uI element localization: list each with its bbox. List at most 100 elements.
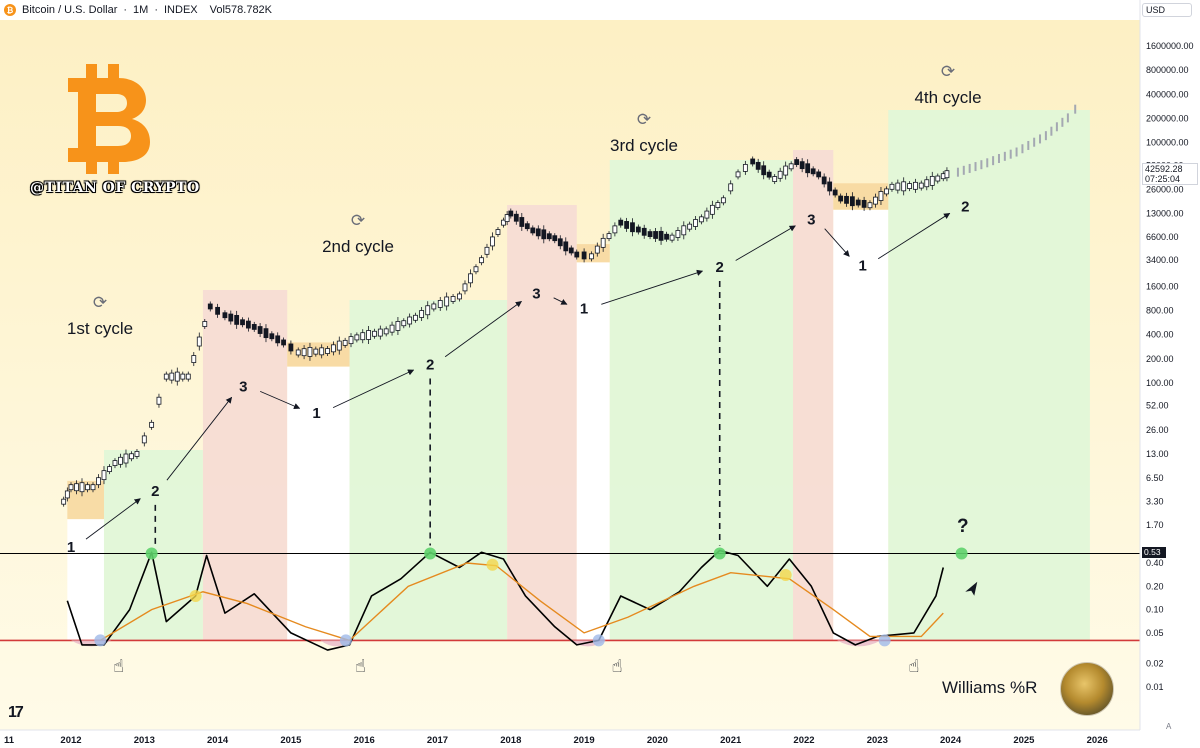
phase-label: 3 [532,286,540,303]
time-tick-label: 2015 [280,735,302,746]
price-tick-label: 26.00 [1146,425,1169,435]
candle [687,223,693,230]
separator: · [123,4,128,16]
time-tick-label: 2018 [500,735,521,746]
candle [240,319,245,326]
time-tick-label: 2016 [354,735,375,746]
candle [331,344,336,353]
candle [861,199,867,208]
candle [681,225,687,236]
indicator-tick-label: 0.40 [1146,558,1164,568]
candle [624,221,630,229]
volume-label: Vol578.782K [209,4,273,16]
candle [832,189,838,196]
time-tick-label: 2017 [427,735,448,746]
candle [653,231,658,239]
candle [589,253,594,260]
candle [761,165,767,176]
price-tick-label: 1600000.00 [1146,41,1194,51]
candle [473,266,479,273]
candle [163,373,169,380]
candle [149,421,155,428]
candle [207,303,213,310]
candle [867,202,873,209]
candle [612,225,618,234]
currency-selector[interactable]: USD [1142,3,1192,17]
time-tick-label: 2023 [867,735,888,746]
candle [64,490,70,499]
time-tick-label: 2012 [60,735,81,746]
auto-scale-button[interactable]: A [1166,722,1172,731]
candle [468,273,473,284]
indicator-label: Williams %R [942,678,1038,697]
candle [844,195,849,204]
interval-label[interactable]: 1M [133,4,149,16]
candle [600,237,606,248]
time-tick-label: 2022 [793,735,814,746]
candle [664,233,669,240]
cycle-3-text: 3rd cycle [609,136,679,155]
time-tick-label: 2021 [720,735,742,746]
candle [618,219,624,226]
candle [234,314,240,325]
question-mark: ? [957,516,969,537]
projection-candle [1003,151,1006,161]
phase-band [202,290,288,640]
projection-candle [1066,113,1069,123]
candle [107,466,112,473]
candle [401,320,407,327]
bar-countdown: 07:25:04 [1145,174,1181,184]
watermark-handle: @TITAN OF CRYPTO [30,180,200,196]
price-tick-label: 13.00 [1146,449,1169,459]
price-tick-label: 6600.00 [1146,232,1179,242]
cross-marker [779,568,792,581]
candle [257,326,263,334]
phase-label: 3 [807,211,815,228]
candle [295,349,301,356]
hand-pointer-icon: ☝ [612,656,623,677]
phase-label: 2 [426,356,434,373]
candle [519,217,525,227]
price-tick-label: 800.00 [1146,306,1174,316]
candle [389,324,395,333]
cycle-4-text: 4th cycle [914,88,982,107]
candle [873,196,878,205]
time-axis [0,730,1200,748]
phase-band [888,110,1090,640]
candle [816,171,822,178]
time-tick-label: 2025 [1013,735,1035,746]
candle [134,451,140,457]
tradingview-logo[interactable]: 17 [8,704,24,721]
candle [535,228,541,237]
candle [647,231,653,237]
price-tick-label: 800000.00 [1146,65,1189,75]
candle [581,251,587,260]
candle [191,355,197,363]
candle [838,195,844,202]
candle [675,230,681,238]
phase-band [507,205,577,640]
cycle-1-label: ⟳ 1st cycle [67,293,133,339]
candle [504,214,510,222]
time-tick-label: 2013 [134,735,155,746]
candle [457,293,462,300]
candle [185,373,191,380]
phase-band [576,262,610,640]
symbol-name[interactable]: Bitcoin / U.S. Dollar [22,4,118,16]
separator: · [154,4,158,16]
candle [372,330,377,337]
phase-label: 1 [858,258,866,275]
avatar [1060,662,1114,716]
candle [568,247,574,254]
candle [635,226,641,233]
phase-arrow [824,228,850,257]
projection-candle [986,158,989,168]
refresh-icon: ⟳ [350,211,366,230]
candle [407,316,413,325]
symbol-header: ₿ Bitcoin / U.S. Dollar · 1M · INDEX Vol… [0,0,272,20]
phase-arrow [444,301,522,358]
candle [196,336,202,347]
time-tick-label: 2020 [647,735,668,746]
